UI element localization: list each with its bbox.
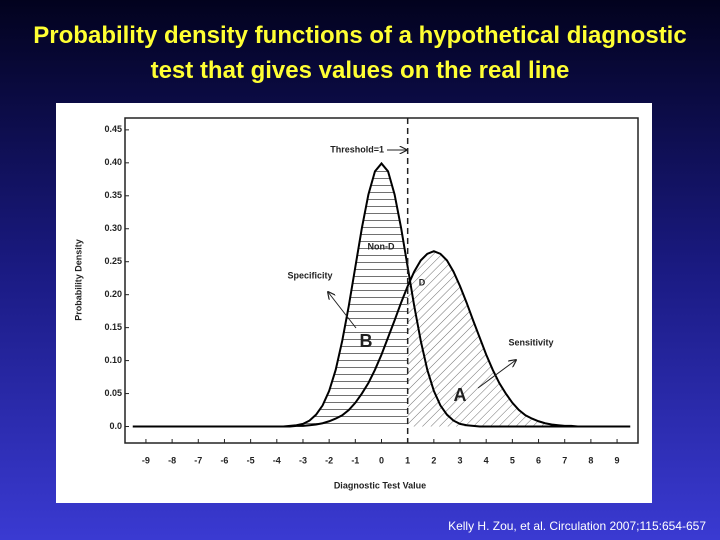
x-tick-label: 4 <box>484 455 489 465</box>
y-tick-label: 0.20 <box>104 289 122 299</box>
region-label: A <box>454 385 467 405</box>
y-tick-label: 0.10 <box>104 355 122 365</box>
y-tick-label: 0.05 <box>104 388 122 398</box>
y-tick-label: 0.0 <box>109 421 122 431</box>
annotation-arrow <box>328 292 357 329</box>
x-tick-label: -3 <box>299 455 307 465</box>
x-tick-label: 2 <box>431 455 436 465</box>
x-tick-label: -5 <box>247 455 255 465</box>
x-tick-label: -4 <box>273 455 281 465</box>
x-tick-label: 1 <box>405 455 410 465</box>
x-tick-label: -6 <box>220 455 228 465</box>
x-tick-label: 9 <box>615 455 620 465</box>
x-tick-label: -1 <box>351 455 359 465</box>
x-tick-label: -9 <box>142 455 150 465</box>
specificity-area <box>132 163 408 427</box>
y-axis-label: Probability Density <box>73 239 83 321</box>
y-tick-label: 0.15 <box>104 322 122 332</box>
plot: 0.0 0.05 0.10 0.15 0.20 0.25 0.30 0.35 0.40 0.45 -… <box>104 118 631 465</box>
density-curve <box>132 161 631 428</box>
x-axis-label: Diagnostic Test Value <box>334 480 426 490</box>
density-curve <box>132 250 631 428</box>
x-tick-label: 6 <box>536 455 541 465</box>
citation: Kelly H. Zou, et al. Circulation 2007;11… <box>448 519 706 533</box>
y-tick-label: 0.35 <box>104 190 122 200</box>
threshold-label: Threshold=1 <box>330 144 384 154</box>
slide-title: Probability density functions of a hypot… <box>33 22 686 84</box>
region-label: B <box>360 331 373 351</box>
series-label: D <box>419 277 426 287</box>
x-tick-label: 7 <box>562 455 567 465</box>
x-tick-label: 0 <box>379 455 384 465</box>
annotation: Specificity <box>287 270 332 280</box>
annotation-arrow <box>477 360 516 389</box>
y-tick-label: 0.25 <box>104 256 122 266</box>
y-tick-label: 0.45 <box>104 124 122 134</box>
x-tick-label: 8 <box>588 455 593 465</box>
x-tick-label: -2 <box>325 455 333 465</box>
series-label: Non-D <box>368 241 395 251</box>
x-tick-label: -8 <box>168 455 176 465</box>
x-tick-label: 3 <box>458 455 463 465</box>
x-tick-label: -7 <box>194 455 202 465</box>
y-tick-label: 0.30 <box>104 223 122 233</box>
x-tick-label: 5 <box>510 455 515 465</box>
y-tick-label: 0.40 <box>104 157 122 167</box>
annotation: Sensitivity <box>508 337 553 347</box>
